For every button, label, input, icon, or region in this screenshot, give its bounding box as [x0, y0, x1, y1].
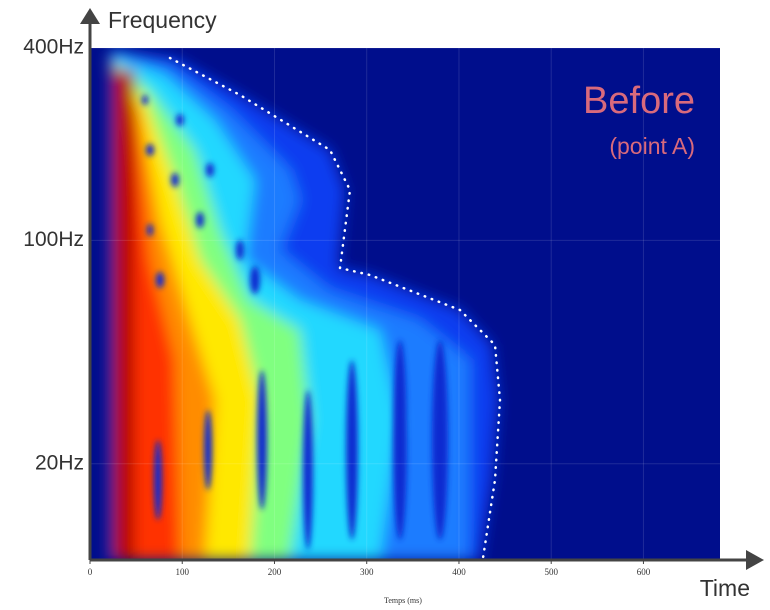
x-tick-label: 300	[360, 567, 374, 577]
y-tick-label: 400Hz	[23, 36, 84, 59]
y-tick-label: 100Hz	[23, 228, 84, 251]
spectrogram-image	[110, 50, 498, 560]
x-tick-label: 500	[544, 567, 558, 577]
y-tick-label: 20Hz	[35, 451, 84, 474]
annotation-sub: (point A)	[609, 133, 695, 159]
y-arrow	[80, 8, 100, 24]
x-tick-label: 600	[637, 567, 651, 577]
x-tick-label: 400	[452, 567, 466, 577]
x-axis-title: Temps (ms)	[384, 596, 422, 605]
x-tick-label: 100	[175, 567, 189, 577]
x-tick-label: 200	[268, 567, 282, 577]
x-arrow	[746, 550, 764, 570]
y-axis-label: Frequency	[108, 7, 217, 33]
x-axis-label: Time	[700, 575, 750, 601]
boundary-line	[168, 56, 502, 560]
x-tick-label: 0	[88, 567, 93, 577]
annotation: Before	[583, 80, 695, 122]
